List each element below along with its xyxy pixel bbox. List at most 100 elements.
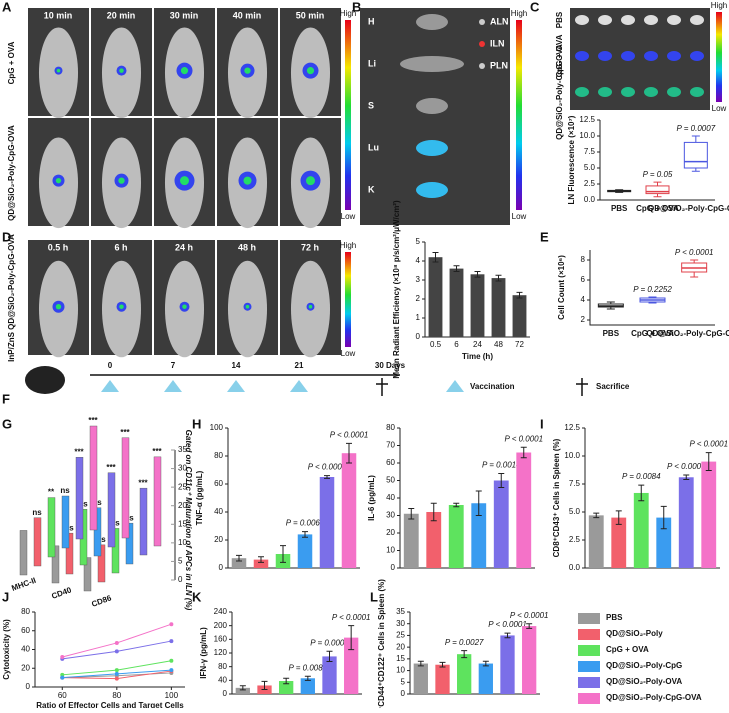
y-tick-label: 4 — [581, 295, 586, 304]
p-value: P = 0.0084 — [622, 472, 661, 481]
lymph-node — [575, 15, 589, 25]
p-value: P = 0.0087 — [289, 663, 328, 672]
significance: ns — [78, 499, 88, 508]
y-tick-label: 80 — [386, 423, 395, 432]
time-label: 24 h — [175, 242, 193, 252]
bar — [93, 507, 102, 557]
bar — [678, 477, 694, 568]
panel-label: G — [2, 416, 12, 431]
bar — [33, 517, 42, 567]
y-axis-label: CD8⁺CD43⁺ Cells in Spleen (%) — [552, 438, 561, 557]
bar — [500, 635, 515, 694]
error-bar — [660, 505, 667, 530]
organ — [400, 56, 464, 72]
organ-label: Li — [368, 58, 376, 68]
vaccination-marker — [227, 380, 245, 392]
organ-label: S — [368, 100, 374, 110]
lymph-node — [644, 51, 658, 61]
lymph-node — [621, 15, 635, 25]
x-tick-label: 100 — [165, 691, 179, 700]
scale-low: Low — [341, 349, 356, 358]
error-bar — [593, 512, 600, 519]
x-tick-label: PBS — [603, 329, 620, 338]
y-axis-label: IL-6 (pg/mL) — [367, 475, 376, 521]
bar — [428, 257, 443, 337]
legend-label: Vaccination — [470, 382, 515, 391]
category-label: CD86 — [90, 593, 113, 609]
panel-label: I — [540, 416, 544, 431]
category-label: MHC-II — [10, 576, 37, 593]
image-frame — [570, 8, 710, 110]
signal — [55, 304, 62, 310]
y-tick-label: 10.0 — [579, 131, 595, 140]
day-label: 7 — [171, 361, 176, 370]
y-tick-label: 20 — [386, 528, 395, 537]
scale-high: High — [511, 9, 527, 18]
colorbar — [345, 20, 351, 210]
point — [114, 640, 119, 645]
p-value: P = 0.0007 — [677, 124, 716, 133]
organ — [479, 41, 485, 47]
bar — [253, 559, 269, 568]
y-tick-label: 15 — [396, 654, 405, 663]
bar — [61, 495, 70, 549]
x-tick-label: CpG + OVA — [631, 329, 674, 338]
y-tick-label: 0.0 — [584, 195, 596, 204]
bar — [75, 457, 84, 540]
bar — [448, 505, 464, 568]
point — [114, 668, 119, 673]
time-label: 0.5 h — [48, 242, 69, 252]
day-label: 21 — [295, 361, 304, 370]
scale-high: High — [340, 9, 356, 18]
bar — [516, 452, 532, 568]
x-tick-label: 60 — [58, 691, 67, 700]
x-tick-label: 0.5 — [430, 340, 442, 349]
significance: *** — [120, 428, 130, 437]
y-tick-label: 60 — [21, 626, 30, 635]
x-tick-label: 80 — [112, 691, 121, 700]
organ — [479, 19, 485, 25]
time-label: 20 min — [107, 10, 136, 20]
y-tick-label: 7.5 — [569, 479, 581, 488]
x-tick-label: 48 — [494, 340, 503, 349]
significance: ns — [64, 523, 74, 532]
bar — [65, 532, 74, 575]
significance: ** — [48, 488, 55, 497]
category-label: CD40 — [50, 585, 73, 601]
scale-high: High — [340, 241, 356, 250]
signal — [180, 176, 189, 186]
error-bar — [683, 474, 690, 481]
bar — [300, 678, 315, 694]
vaccination-marker — [446, 380, 464, 392]
time-label: 40 min — [233, 10, 262, 20]
z-tick-label: 35 — [178, 445, 187, 454]
y-tick-label: 5.0 — [569, 507, 581, 516]
y-tick-label: 3 — [416, 275, 421, 284]
point — [169, 658, 174, 663]
p-value: P = 0.05 — [643, 170, 673, 179]
time-label: 30 min — [170, 10, 199, 20]
p-value: P < 0.0001 — [510, 611, 549, 620]
lymph-node — [598, 15, 612, 25]
axis — [589, 250, 715, 326]
panel-label: E — [540, 229, 549, 244]
bar — [471, 503, 487, 568]
y-tick-label: 80 — [21, 607, 30, 616]
p-value: P = 0.0014 — [482, 461, 521, 470]
mouse-icon — [25, 366, 65, 394]
error-bar — [302, 531, 308, 538]
bar — [97, 544, 106, 583]
y-tick-label: 20 — [21, 663, 30, 672]
p-value: P < 0.0001 — [689, 440, 728, 449]
z-axis-label: Gated on CD11c⁺ Maturation of APCs in IL… — [184, 430, 193, 611]
signal — [245, 304, 250, 309]
p-value: P < 0.0001 — [308, 463, 347, 472]
y-tick-label: 0.0 — [569, 563, 581, 572]
legend-swatch — [578, 661, 600, 672]
point — [114, 671, 119, 676]
bar — [125, 522, 134, 565]
legend-swatch — [578, 629, 600, 640]
p-value: P < 0.0001 — [330, 431, 369, 440]
significance: *** — [138, 478, 148, 487]
panel-label: H — [192, 416, 201, 431]
